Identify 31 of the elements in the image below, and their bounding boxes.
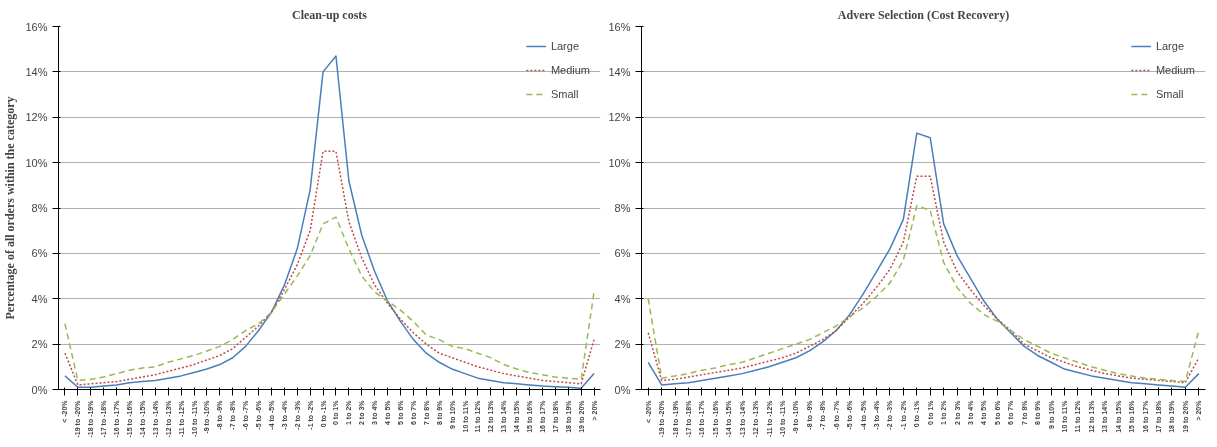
y-tick-label: 4%	[614, 292, 631, 305]
y-tick-label: 16%	[608, 20, 631, 33]
y-tick-label: 6%	[31, 247, 48, 260]
y-tick-label: 0%	[614, 383, 631, 396]
legend-label: Large	[550, 40, 580, 52]
y-tick-label: 14%	[25, 65, 48, 78]
legend-label: Medium	[550, 64, 590, 76]
line-series	[647, 132, 1200, 388]
y-tick-label: 8%	[31, 202, 48, 214]
y-tick-label: 14%	[608, 65, 631, 78]
y-tick-label: 12%	[608, 111, 631, 124]
y-tick-label: 2%	[614, 338, 631, 351]
y-tick-label: 0%	[31, 383, 48, 396]
y-tick-label: 10%	[608, 156, 631, 169]
line-series	[64, 150, 595, 386]
y-tick-label: 2%	[31, 338, 48, 351]
line-series	[64, 55, 595, 390]
y-axis-title: Percentage of all orders within the category	[3, 96, 18, 320]
chart-title: Clean-up costs	[292, 7, 368, 22]
legend-label: Medium	[1155, 64, 1195, 76]
y-tick-label: 10%	[25, 156, 48, 169]
y-tick-label: 12%	[25, 111, 48, 124]
y-tick-label: 4%	[31, 292, 48, 305]
legend-label: Large	[1155, 40, 1185, 52]
y-tick-label: 6%	[614, 247, 631, 260]
y-tick-label: 8%	[614, 202, 631, 214]
line-series	[64, 216, 595, 382]
y-tick-label: 16%	[25, 20, 48, 33]
chart-title: Advere Selection (Cost Recovery)	[837, 7, 1010, 22]
legend-label: Small	[1155, 88, 1184, 100]
legend-label: Small	[550, 88, 579, 100]
